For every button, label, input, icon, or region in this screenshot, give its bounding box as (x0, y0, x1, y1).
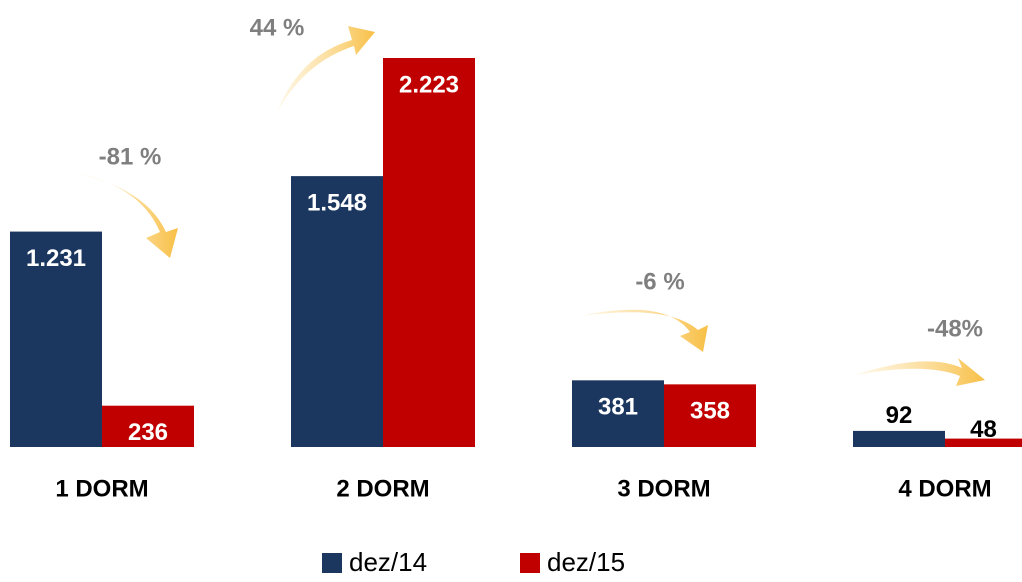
data-label: 48 (970, 416, 997, 443)
data-label: 236 (128, 419, 168, 446)
bar (572, 380, 664, 447)
annotation: -48% (927, 315, 983, 342)
data-label: 92 (886, 402, 913, 429)
arrow (72, 172, 178, 258)
x-tick-label: 4 DORM (898, 475, 991, 502)
bar (383, 58, 475, 447)
arrow (277, 26, 375, 112)
x-tick-label: 2 DORM (336, 475, 429, 502)
x-tick-label: 3 DORM (617, 475, 710, 502)
bar (853, 430, 945, 447)
annotation: -81 % (99, 143, 162, 170)
data-label: 1.231 (26, 245, 86, 272)
bar (10, 231, 102, 447)
legend-label: dez/15 (547, 547, 625, 577)
data-label: 381 (598, 394, 638, 421)
legend-swatch (322, 553, 342, 573)
data-label: 2.223 (399, 71, 459, 98)
data-label: 1.548 (307, 189, 367, 216)
annotation: 44 % (250, 14, 305, 41)
legend-swatch (520, 553, 540, 573)
bar (945, 438, 1022, 447)
arrows (72, 26, 985, 386)
bar (102, 405, 194, 447)
annotation: -6 % (635, 268, 684, 295)
arrow (855, 358, 985, 386)
legend-label: dez/14 (349, 547, 427, 577)
bar (291, 176, 383, 447)
data-label: 358 (690, 398, 730, 425)
bar (664, 384, 756, 447)
arrow (580, 309, 708, 352)
x-tick-label: 1 DORM (55, 475, 148, 502)
